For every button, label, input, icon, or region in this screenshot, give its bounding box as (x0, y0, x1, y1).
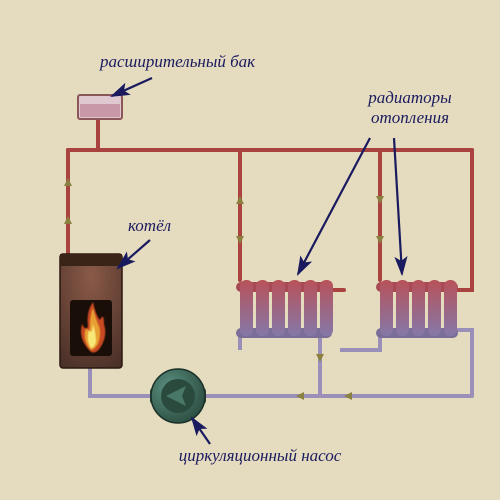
pump-label: циркуляционный насос (130, 446, 390, 466)
radiators-label: радиаторы отопления (330, 88, 490, 129)
hot-pipes (68, 118, 472, 290)
return-pipes (90, 330, 472, 396)
boiler-label: котёл (128, 216, 171, 236)
radiator-2 (376, 280, 458, 338)
boiler (60, 254, 122, 368)
radiator-1 (236, 280, 333, 338)
radiators-arrow-1 (298, 138, 370, 274)
pump-arrow (192, 418, 210, 444)
expansion-tank (78, 95, 122, 119)
expansion-tank-arrow (112, 78, 152, 96)
circulation-pump (150, 369, 206, 423)
boiler-arrow (118, 240, 150, 268)
heating-diagram (0, 0, 500, 500)
radiators-arrow-2 (394, 138, 402, 274)
expansion-tank-label: расширительный бак (100, 52, 255, 72)
